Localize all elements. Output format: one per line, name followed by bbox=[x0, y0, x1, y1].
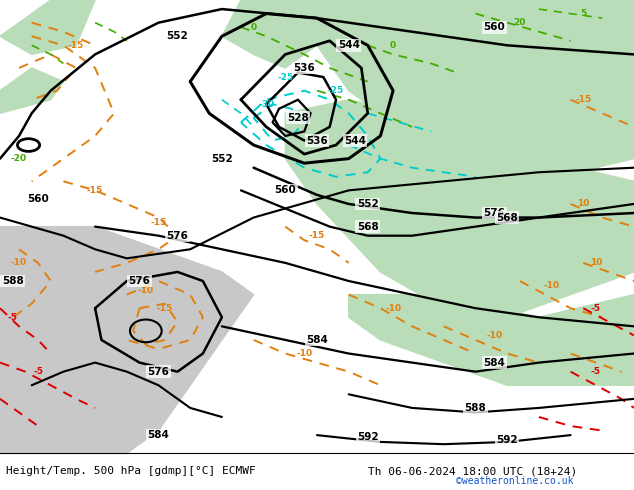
Text: 536: 536 bbox=[306, 136, 328, 146]
Text: -15: -15 bbox=[157, 304, 173, 313]
Text: -10: -10 bbox=[543, 281, 560, 290]
Text: 592: 592 bbox=[496, 435, 518, 444]
Text: 552: 552 bbox=[357, 199, 378, 209]
Text: Height/Temp. 500 hPa [gdmp][°C] ECMWF: Height/Temp. 500 hPa [gdmp][°C] ECMWF bbox=[6, 466, 256, 476]
Polygon shape bbox=[0, 68, 63, 113]
Polygon shape bbox=[222, 0, 349, 68]
Text: -25: -25 bbox=[328, 86, 344, 95]
Text: 5: 5 bbox=[580, 9, 586, 18]
Text: -5: -5 bbox=[33, 367, 43, 376]
Polygon shape bbox=[317, 0, 634, 181]
Text: -30: -30 bbox=[258, 100, 275, 109]
Text: 576: 576 bbox=[129, 276, 150, 286]
Text: -15: -15 bbox=[87, 186, 103, 195]
Text: -10: -10 bbox=[11, 258, 27, 268]
Text: 544: 544 bbox=[344, 136, 366, 146]
Text: 576: 576 bbox=[167, 231, 188, 241]
Text: 560: 560 bbox=[484, 22, 505, 32]
Text: 552: 552 bbox=[167, 31, 188, 41]
Text: 536: 536 bbox=[294, 63, 315, 73]
Text: -5: -5 bbox=[8, 313, 18, 322]
Text: 584: 584 bbox=[148, 430, 169, 440]
Text: 0: 0 bbox=[390, 41, 396, 50]
Text: 568: 568 bbox=[357, 221, 378, 232]
Text: 588: 588 bbox=[465, 403, 486, 413]
Text: -10: -10 bbox=[486, 331, 503, 340]
Text: 528: 528 bbox=[287, 113, 309, 123]
Text: 584: 584 bbox=[484, 358, 505, 368]
Text: 0: 0 bbox=[250, 23, 257, 32]
Text: 592: 592 bbox=[357, 432, 378, 442]
Text: -20: -20 bbox=[11, 154, 27, 163]
Text: -10: -10 bbox=[385, 304, 401, 313]
Text: -10: -10 bbox=[138, 286, 154, 294]
Text: -15: -15 bbox=[575, 95, 592, 104]
Text: 20: 20 bbox=[514, 18, 526, 27]
Text: 576: 576 bbox=[484, 208, 505, 218]
Text: Th 06-06-2024 18:00 UTC (18+24): Th 06-06-2024 18:00 UTC (18+24) bbox=[368, 466, 577, 476]
Text: -25: -25 bbox=[277, 73, 294, 81]
Text: 576: 576 bbox=[148, 367, 169, 377]
Text: 568: 568 bbox=[496, 213, 518, 222]
Text: -5: -5 bbox=[591, 304, 601, 313]
Text: 584: 584 bbox=[306, 335, 328, 345]
Text: 560: 560 bbox=[27, 195, 49, 204]
Text: -15: -15 bbox=[309, 231, 325, 240]
Text: -15: -15 bbox=[68, 41, 84, 50]
Text: 10: 10 bbox=[577, 199, 590, 208]
Polygon shape bbox=[0, 0, 95, 54]
Polygon shape bbox=[0, 226, 254, 453]
Text: -10: -10 bbox=[296, 349, 313, 358]
Text: 544: 544 bbox=[338, 40, 359, 50]
Text: 552: 552 bbox=[211, 154, 233, 164]
Polygon shape bbox=[285, 99, 634, 318]
Text: 10: 10 bbox=[590, 258, 602, 268]
Text: -15: -15 bbox=[150, 218, 167, 226]
Text: 560: 560 bbox=[275, 185, 296, 196]
Polygon shape bbox=[349, 294, 634, 385]
Text: ©weatheronline.co.uk: ©weatheronline.co.uk bbox=[456, 476, 574, 486]
Text: 588: 588 bbox=[2, 276, 23, 286]
Text: -5: -5 bbox=[591, 367, 601, 376]
